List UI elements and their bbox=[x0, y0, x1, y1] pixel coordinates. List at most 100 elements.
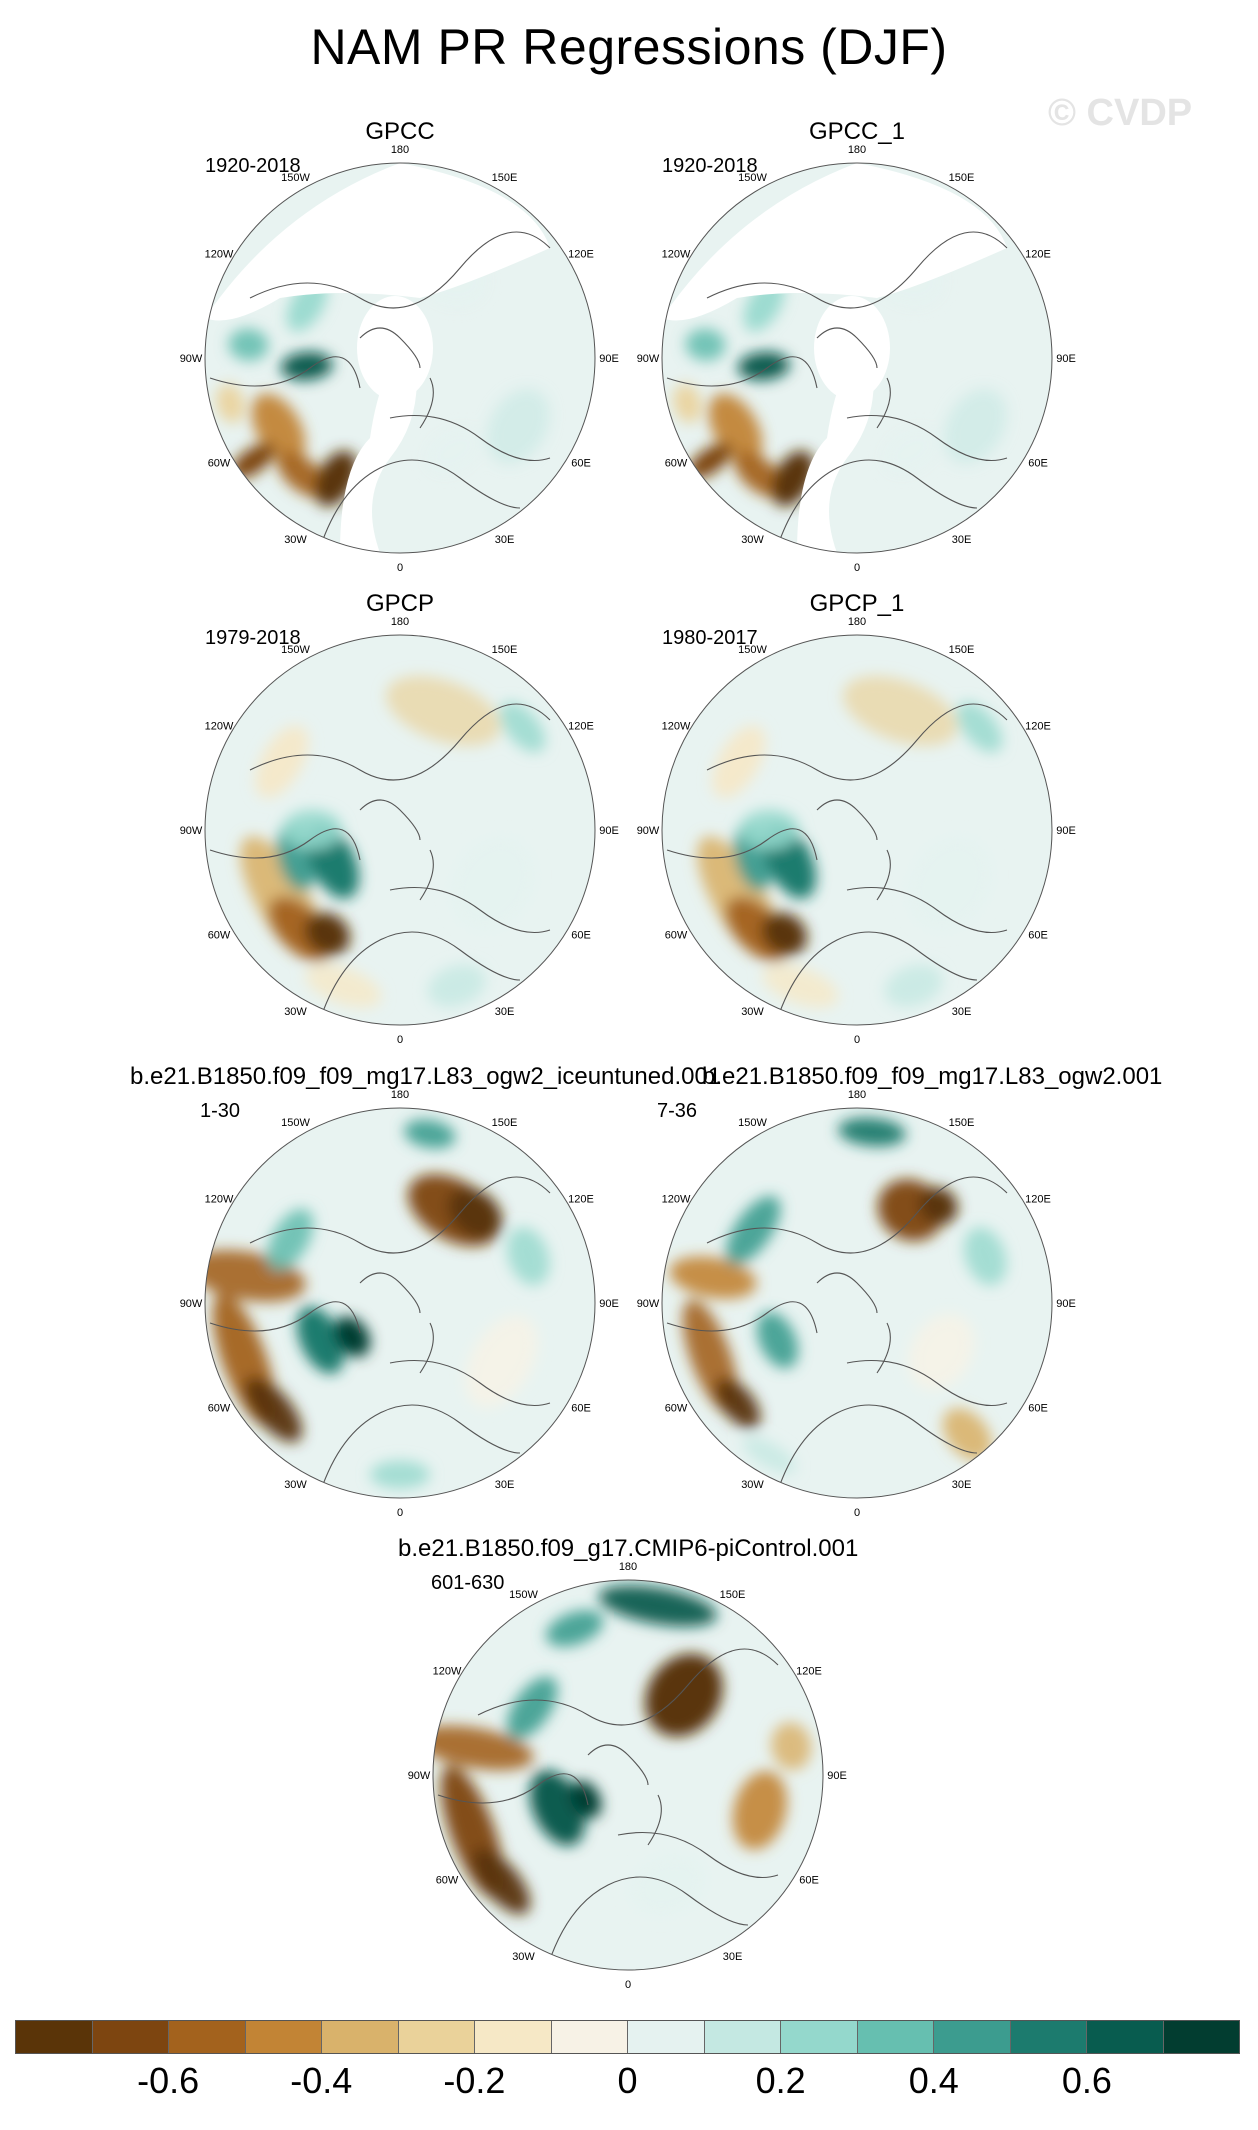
map-border bbox=[432, 1579, 824, 1971]
longitude-label: 90E bbox=[1056, 1298, 1076, 1310]
colorbar-swatch bbox=[1010, 2021, 1087, 2053]
anomaly-field bbox=[712, 725, 766, 798]
colorbar-swatch bbox=[857, 2021, 934, 2053]
anomaly-field bbox=[956, 702, 1003, 753]
coastline bbox=[209, 1301, 361, 1334]
panel-title: b.e21.B1850.f09_f09_mg17.L83_ogw2.001 bbox=[702, 1063, 1163, 1090]
coastline bbox=[249, 231, 551, 309]
longitude-label: 0 bbox=[397, 562, 403, 574]
map-border bbox=[661, 1107, 1053, 1499]
longitude-label: 180 bbox=[391, 1089, 409, 1101]
anomaly-field bbox=[450, 835, 536, 932]
longitude-label: 90E bbox=[599, 825, 619, 837]
coastline bbox=[846, 415, 1008, 462]
anomaly-field bbox=[761, 912, 808, 956]
longitude-label: 120E bbox=[796, 1666, 822, 1678]
colorbar-swatch bbox=[1087, 2021, 1164, 2053]
panel-title: GPCC_1 bbox=[808, 118, 906, 145]
map-border bbox=[661, 634, 1053, 1026]
polar-map: 180 150E 120E 90E 60E 30E 0 30W 60W 90W 120W 150W bbox=[637, 616, 1076, 1046]
anomaly-field bbox=[645, 1653, 723, 1737]
longitude-label: 60W bbox=[208, 1403, 231, 1415]
anomaly-field bbox=[216, 383, 245, 424]
longitude-label: 90E bbox=[599, 1298, 619, 1310]
colorbar-tick-labels: -0.6 -0.4 -0.2 0 0.2 0.4 0.6 bbox=[15, 2060, 1240, 2110]
longitude-label: 90E bbox=[827, 1770, 847, 1782]
longitude-label: 150E bbox=[492, 644, 518, 656]
map-background bbox=[662, 1108, 1052, 1498]
longitude-label: 120E bbox=[568, 249, 594, 261]
anomaly-field bbox=[486, 388, 550, 464]
anomaly-field bbox=[737, 352, 790, 381]
polar-map: 180 150E 120E 90E 60E 30E 0 30W 60W 90W 120W 150W bbox=[180, 1089, 619, 1519]
map-background bbox=[433, 1580, 823, 1970]
map-border bbox=[204, 1107, 596, 1499]
longitude-label: 150E bbox=[492, 1117, 518, 1129]
longitude-label: 30E bbox=[495, 1006, 515, 1018]
colorbar-tick-label: 0.6 bbox=[1061, 2060, 1112, 2101]
map-panel: b.e21.B1850.f09_g17.CMIP6-piControl.001 6… bbox=[398, 1535, 858, 1991]
coastline bbox=[319, 1404, 521, 1494]
anomaly-field bbox=[386, 676, 501, 746]
coastline bbox=[419, 849, 434, 901]
longitude-label: 60W bbox=[208, 930, 231, 942]
longitude-label: 0 bbox=[397, 1034, 403, 1046]
coastline bbox=[647, 1794, 662, 1846]
colorbar-swatch bbox=[398, 2021, 475, 2053]
anomaly-field bbox=[685, 328, 726, 361]
longitude-label: 120E bbox=[1025, 1194, 1051, 1206]
longitude-label: 150E bbox=[949, 644, 975, 656]
panel-title: GPCP_1 bbox=[809, 590, 905, 617]
coastline bbox=[706, 231, 1008, 309]
map-panel: b.e21.B1850.f09_f09_mg17.L83_ogw2.001 7-3… bbox=[627, 1063, 1163, 1519]
coastline bbox=[389, 415, 551, 462]
longitude-label: 120W bbox=[662, 249, 691, 261]
panel-title: b.e21.B1850.f09_f09_mg17.L83_ogw2_iceunt… bbox=[130, 1063, 722, 1090]
coastline bbox=[547, 1876, 749, 1966]
longitude-label: 150W bbox=[738, 644, 767, 656]
anomaly-field bbox=[669, 1256, 757, 1299]
longitude-label: 150W bbox=[281, 172, 310, 184]
coastline bbox=[876, 377, 891, 429]
longitude-label: 150W bbox=[738, 172, 767, 184]
coastline bbox=[587, 1744, 649, 1786]
longitude-label: 90W bbox=[408, 1770, 431, 1782]
map-panel: GPCC 1920-2018 180 150E 120E 90E 60E 30E 0 30W 60W… bbox=[170, 118, 630, 574]
anomaly-field bbox=[277, 451, 328, 498]
anomaly-field bbox=[570, 1780, 602, 1819]
anomaly-field bbox=[742, 1436, 796, 1474]
longitude-label: 30E bbox=[952, 1479, 972, 1491]
colorbar-tick-label: -0.4 bbox=[290, 2060, 353, 2101]
map-border bbox=[204, 634, 596, 1026]
coastline bbox=[816, 799, 878, 841]
panel-period: 1920-2018 bbox=[662, 155, 758, 177]
coastline bbox=[846, 1360, 1008, 1407]
colorbar-swatch bbox=[934, 2021, 1011, 2053]
longitude-label: 150E bbox=[949, 1117, 975, 1129]
no-data-ocean bbox=[205, 163, 550, 321]
anomaly-field bbox=[370, 1460, 430, 1489]
anomaly-field bbox=[267, 1208, 314, 1271]
panel-period: 7-36 bbox=[657, 1100, 698, 1122]
colorbar-swatch bbox=[551, 2021, 628, 2053]
anomaly-field bbox=[404, 1119, 456, 1149]
polar-map: 180 150E 120E 90E 60E 30E 0 30W 60W 90W 120W 150W bbox=[408, 1561, 847, 1991]
anomaly-field bbox=[882, 427, 939, 474]
coastline bbox=[876, 849, 891, 901]
panel-period: 1980-2017 bbox=[662, 627, 758, 649]
coastline bbox=[319, 459, 521, 549]
anomaly-field bbox=[739, 810, 800, 850]
polar-map: 180 150E 120E 90E 60E 30E 0 30W 60W 90W 120W 150W bbox=[180, 144, 619, 574]
longitude-label: 60W bbox=[665, 1403, 688, 1415]
colorbar-swatch bbox=[322, 2021, 399, 2053]
anomaly-field bbox=[762, 963, 839, 1008]
panel-period: 601-630 bbox=[431, 1572, 505, 1594]
longitude-label: 0 bbox=[854, 562, 860, 574]
longitude-label: 90W bbox=[180, 825, 203, 837]
anomaly-field bbox=[734, 451, 785, 498]
colorbar bbox=[15, 2020, 1240, 2054]
longitude-label: 60W bbox=[436, 1875, 459, 1887]
colorbar-swatch bbox=[704, 2021, 781, 2053]
coastline bbox=[359, 799, 421, 841]
longitude-label: 30E bbox=[495, 1479, 515, 1491]
